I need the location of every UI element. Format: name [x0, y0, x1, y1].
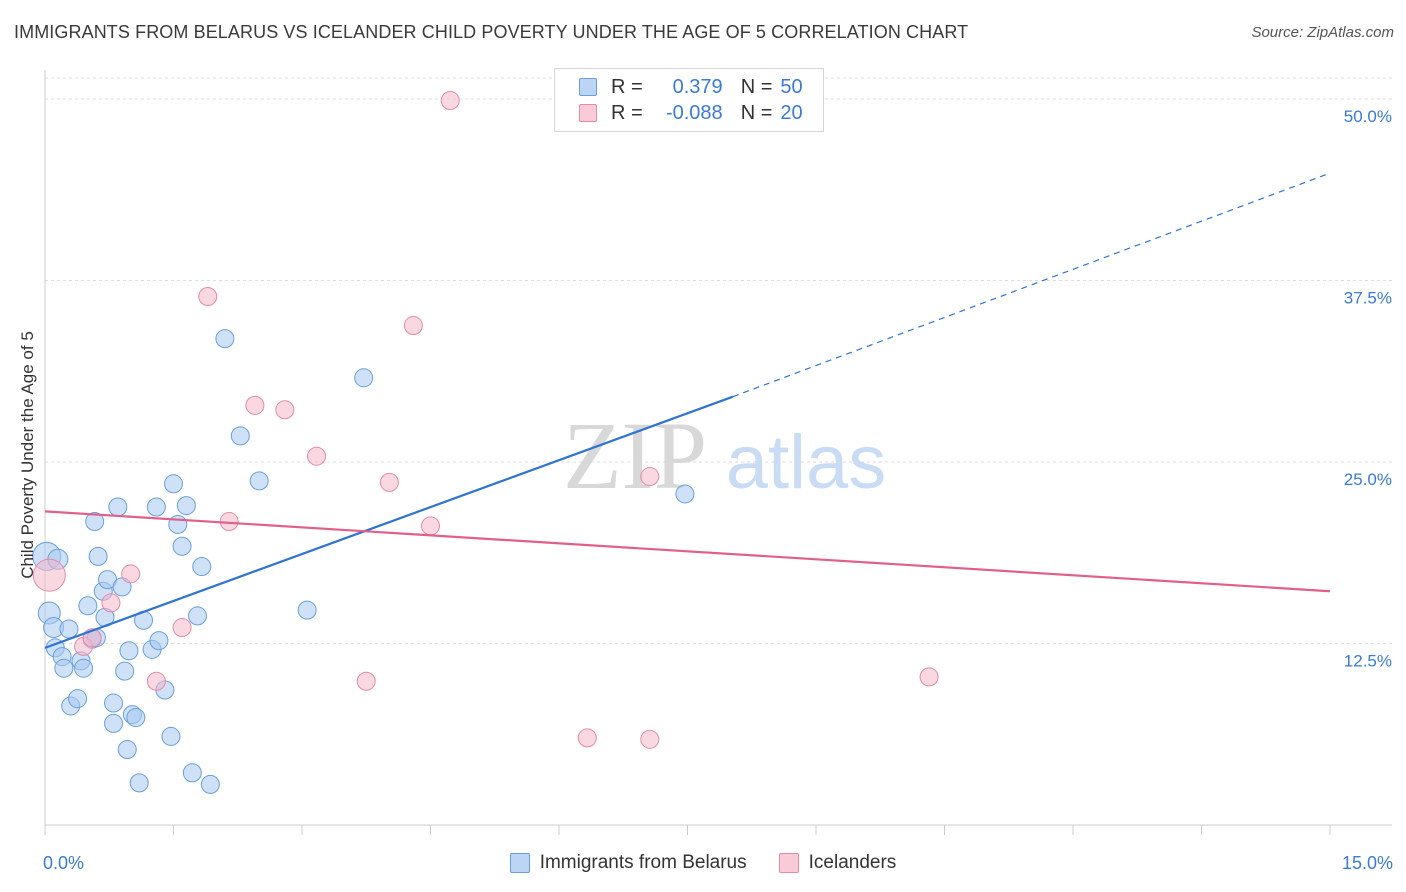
icelander-point — [198, 287, 218, 306]
blue-swatch-icon — [509, 853, 530, 873]
r-label: R = — [611, 75, 643, 98]
belarus-point — [164, 474, 183, 494]
n-label: N = — [740, 101, 773, 124]
belarus-point — [176, 496, 196, 516]
grid-layer — [45, 77, 1392, 645]
series-legend: Immigrants from Belarus Icelanders — [0, 852, 1406, 874]
pink-swatch-icon — [579, 104, 597, 122]
legend-item-icelanders: Icelanders — [778, 852, 897, 874]
belarus-point — [78, 596, 98, 616]
watermark-atlas: atlas — [726, 420, 887, 505]
icelander-point — [440, 90, 460, 110]
belarus-point — [297, 600, 317, 620]
belarus-point — [161, 726, 181, 746]
y-tick-label: 37.5% — [1344, 289, 1392, 308]
belarus-point — [104, 693, 124, 713]
watermark: ZIP atlas — [563, 402, 886, 509]
belarus-point — [149, 631, 169, 651]
x-tick-label: 15.0% — [1342, 853, 1393, 873]
belarus-point — [192, 557, 212, 577]
r-value: 0.379 — [672, 75, 723, 98]
icelander-point — [577, 728, 597, 748]
y-axis-label: Child Poverty Under the Age of 5 — [18, 331, 37, 579]
belarus-point — [119, 641, 139, 661]
belarus-point — [117, 740, 137, 759]
belarus-point — [59, 619, 79, 639]
belarus-point — [172, 536, 192, 556]
y-tick-label: 50.0% — [1344, 107, 1392, 126]
y-tick-label: 25.0% — [1344, 470, 1392, 489]
tick-labels: 12.5% 25.0% 37.5% 50.0% 0.0% 15.0% — [43, 107, 1393, 873]
belarus-point — [182, 763, 202, 783]
icelander-point — [919, 667, 939, 687]
axis-layer — [44, 70, 1392, 835]
y-tick-label: 12.5% — [1344, 652, 1392, 671]
belarus-point — [54, 658, 74, 678]
icelander-point — [356, 671, 376, 691]
legend-label-belarus: Immigrants from Belarus — [539, 852, 747, 873]
icelander-point — [421, 516, 440, 536]
belarus-point — [230, 426, 250, 446]
icelander-point — [245, 395, 265, 415]
n-value: 20 — [780, 101, 803, 124]
belarus-point — [249, 471, 269, 491]
belarus-point — [187, 606, 207, 626]
belarus-point — [85, 512, 105, 532]
belarus-point — [129, 773, 149, 793]
source-label: Source: ZipAtlas.com — [1251, 24, 1394, 41]
belarus-point — [200, 774, 220, 794]
icelander-trend-line — [44, 510, 1331, 593]
points-layer — [32, 90, 939, 794]
legend-label-icelanders: Icelanders — [808, 852, 897, 873]
chart-title: IMMIGRANTS FROM BELARUS VS ICELANDER CHI… — [14, 22, 969, 42]
belarus-trend-extension — [732, 172, 1331, 398]
belarus-point — [88, 546, 108, 566]
legend-item-belarus: Immigrants from Belarus — [509, 852, 747, 874]
icelander-point — [146, 671, 166, 691]
r-label: R = — [611, 101, 643, 124]
belarus-point — [675, 484, 695, 504]
belarus-point — [68, 689, 88, 709]
belarus-point — [354, 368, 374, 388]
belarus-point — [146, 497, 166, 517]
belarus-point — [115, 661, 135, 681]
belarus-trend-line — [44, 395, 734, 649]
stats-legend: R = 0.379 N = 50 R = -0.088 N = 20 — [554, 68, 824, 132]
icelander-point — [640, 729, 660, 749]
icelander-point — [379, 472, 399, 492]
icelander-point — [275, 400, 295, 420]
x-tick-label: 0.0% — [43, 853, 84, 873]
belarus-point — [126, 708, 146, 728]
belarus-point — [215, 329, 235, 349]
belarus-point — [74, 658, 94, 678]
icelander-point — [403, 316, 423, 336]
n-label: N = — [740, 75, 773, 98]
icelander-point — [307, 446, 327, 466]
pink-swatch-icon — [778, 853, 799, 873]
icelander-point — [101, 593, 121, 613]
blue-swatch-icon — [579, 78, 597, 96]
belarus-point — [104, 713, 124, 733]
stats-legend-row-pink: R = -0.088 N = 20 — [579, 100, 803, 126]
icelander-point — [640, 467, 660, 487]
trend-layer — [44, 172, 1331, 649]
stats-legend-row-blue: R = 0.379 N = 50 — [579, 74, 803, 100]
belarus-point — [108, 497, 128, 517]
icelander-point — [121, 564, 141, 584]
icelander-point — [32, 558, 66, 592]
r-value: -0.088 — [665, 101, 723, 124]
n-value: 50 — [780, 75, 803, 98]
icelander-point — [172, 618, 192, 638]
